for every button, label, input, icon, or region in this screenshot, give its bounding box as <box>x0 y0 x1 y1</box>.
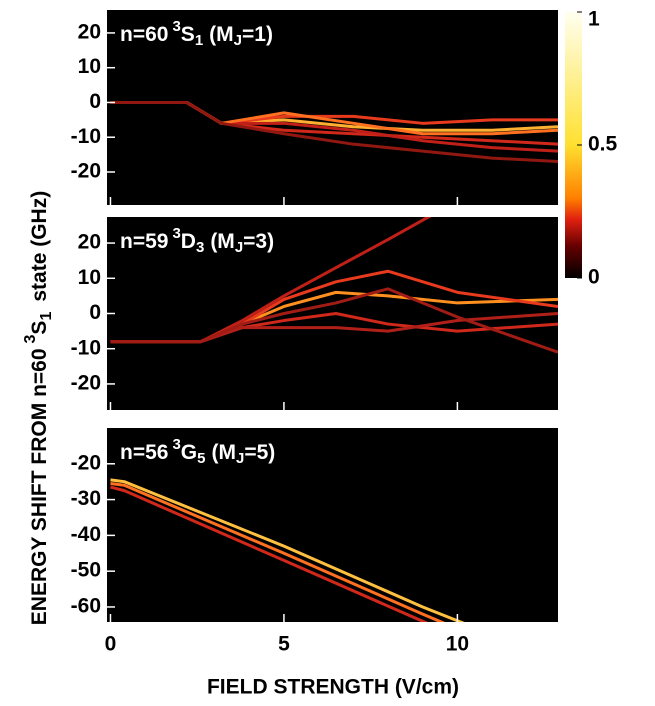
label-mj: (M <box>209 23 234 46</box>
ylabel-term: S <box>28 321 51 335</box>
label-mj-sub: J <box>236 450 244 467</box>
label-mj-val: =3) <box>243 230 274 253</box>
panel-label: n=59 3D3 (MJ=3) <box>120 225 274 256</box>
panel-label: n=56 3G5 (MJ=5) <box>120 436 275 467</box>
label-n: n=56 <box>120 441 168 464</box>
y-tick-label: 0 <box>89 301 101 324</box>
plot-area <box>110 100 558 164</box>
label-term: S <box>181 23 195 46</box>
trace <box>110 100 558 164</box>
colorbar-tick-label: 0 <box>588 266 600 289</box>
label-term: G <box>181 441 197 464</box>
y-tick-label: -50 <box>71 559 101 582</box>
y-tick-label: -20 <box>71 451 101 474</box>
colorbar-tick-label: 0.5 <box>588 133 618 156</box>
y-tick-label: -10 <box>71 125 101 148</box>
y-tick-label: -20 <box>71 371 101 394</box>
trace <box>110 478 465 622</box>
label-sup: 3 <box>172 436 180 453</box>
label-mj-val: =1) <box>242 23 273 46</box>
label-mj-val: =5) <box>244 441 275 464</box>
label-sub: 1 <box>195 32 203 49</box>
label-mj-sub: J <box>234 32 242 49</box>
label-n: n=60 <box>120 23 168 46</box>
x-axis-label: FIELD STRENGTH (V/cm) <box>207 676 459 699</box>
colorbar-tick-label: 1 <box>588 8 600 31</box>
y-tick-label: -40 <box>71 523 101 546</box>
label-sup: 3 <box>172 225 180 242</box>
x-tick-label: 10 <box>446 633 469 656</box>
y-tick-label: -20 <box>71 160 101 183</box>
trace <box>110 481 446 622</box>
label-sub: 5 <box>197 450 205 467</box>
panel-background <box>107 10 558 205</box>
y-axis-label: ENERGY SHIFT FROM n=60 3S1 state (GHz) <box>22 191 55 625</box>
y-tick-label: 0 <box>89 90 101 113</box>
y-tick-label: -60 <box>71 595 101 618</box>
panel-background <box>107 428 558 622</box>
y-tick-label: -10 <box>71 336 101 359</box>
plot-area <box>110 478 465 622</box>
y-tick-label: 20 <box>78 20 101 43</box>
label-n: n=59 <box>120 230 168 253</box>
plot-area <box>110 217 558 354</box>
label-mj: (M <box>211 441 236 464</box>
label-term: D <box>181 230 196 253</box>
y-tick-label: -30 <box>71 487 101 510</box>
label-mj-sub: J <box>235 239 243 256</box>
ylabel-main: ENERGY SHIFT FROM n=60 <box>28 348 51 625</box>
label-sup: 3 <box>172 18 180 35</box>
x-tick-label: 0 <box>105 633 117 656</box>
trace <box>110 485 429 622</box>
label-sub: 3 <box>196 239 204 256</box>
panel-label: n=60 3S1 (MJ=1) <box>120 18 273 49</box>
ylabel-sub: 1 <box>38 312 55 321</box>
ylabel-tail: state (GHz) <box>28 191 51 302</box>
y-tick-label: 10 <box>78 266 101 289</box>
y-tick-label: 20 <box>78 231 101 254</box>
label-mj: (M <box>210 230 235 253</box>
trace <box>110 287 558 354</box>
y-tick-label: 10 <box>78 55 101 78</box>
colorbar <box>565 12 582 278</box>
x-tick-label: 5 <box>278 633 290 656</box>
ylabel-sup: 3 <box>22 334 39 343</box>
